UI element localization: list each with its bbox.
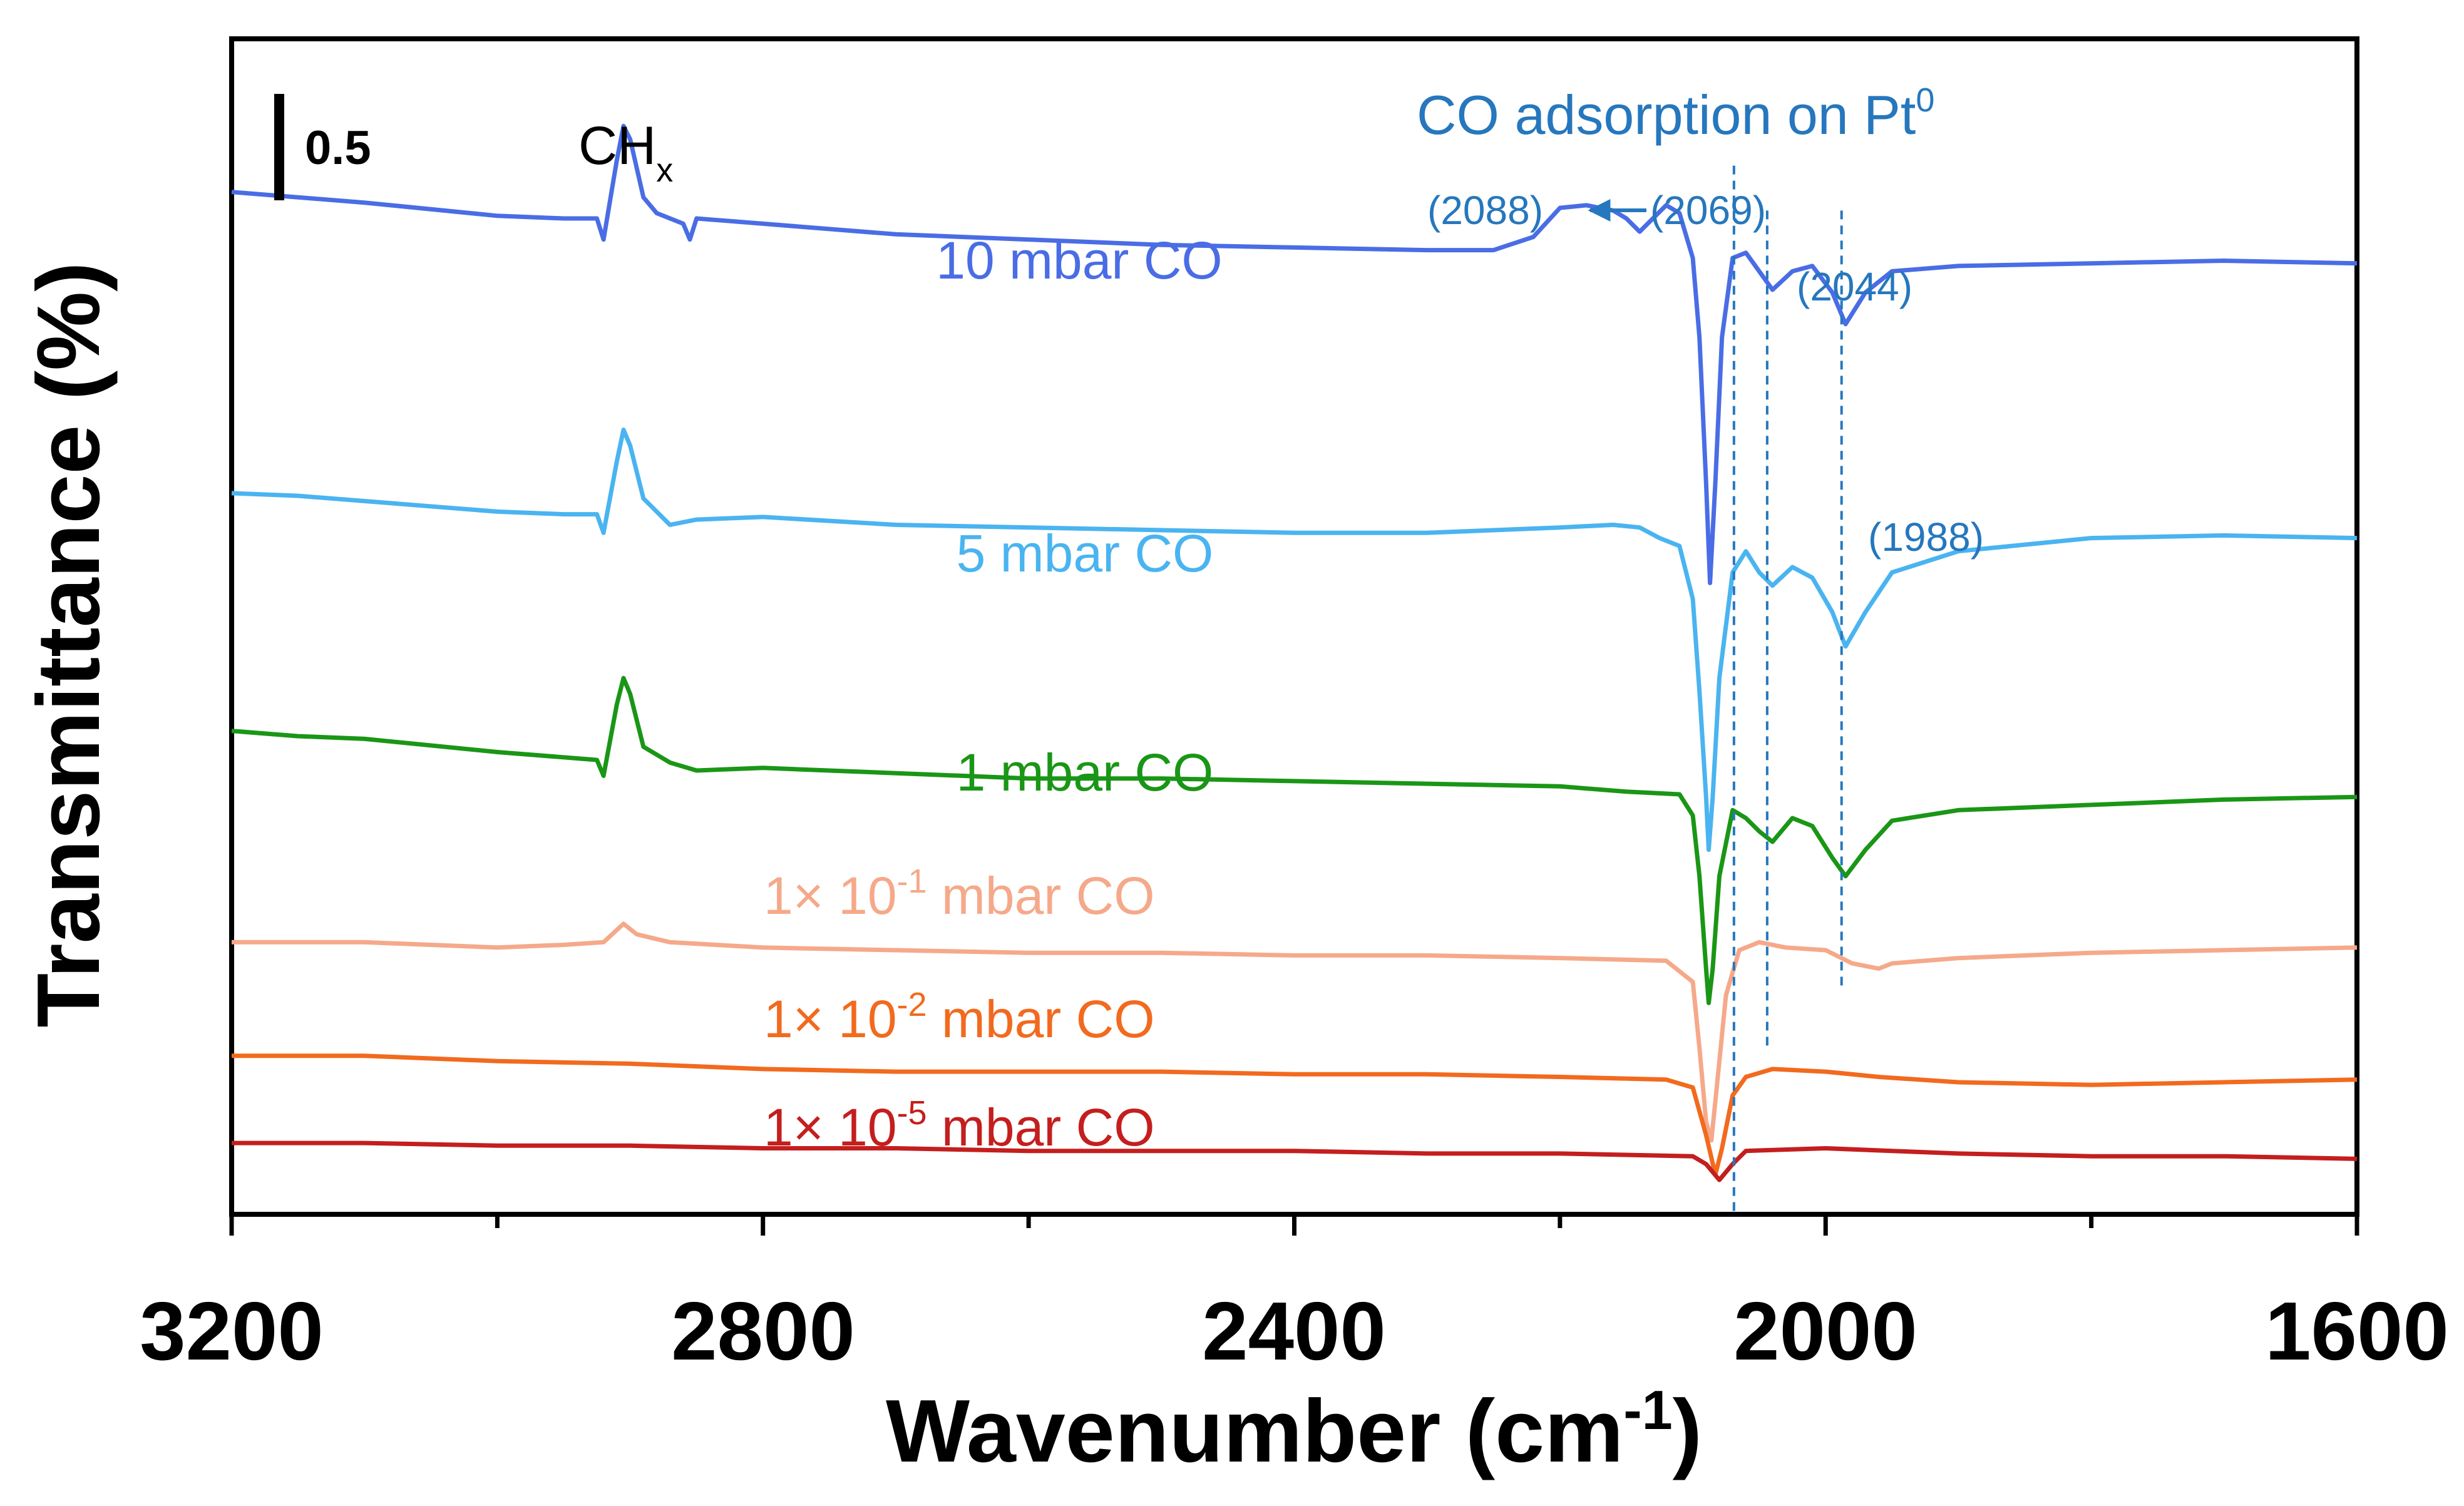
series-line-2 (231, 675, 2358, 1005)
series-label-10-mbar-prefix: 10 (936, 231, 994, 290)
series-line-5 (232, 1140, 2358, 1182)
series-label-1e-2-suffix: mbar CO (927, 990, 1155, 1048)
series-label-1e-1-suffix: mbar CO (927, 866, 1155, 925)
x-tick-label-3200: 3200 (140, 1285, 324, 1377)
peak-label-2044: (2044) (1797, 264, 1912, 309)
chx-label: CHx (578, 116, 673, 189)
series-label-10-mbar-suffix: mbar CO (995, 231, 1223, 290)
series-label-1e-1-mbar: 1× 10-1 mbar CO (764, 863, 1155, 925)
series-label-1e-2-prefix: 1× 10 (764, 990, 897, 1048)
chx-label-main: CH (578, 116, 656, 176)
x-tick-label-1600: 1600 (2265, 1285, 2449, 1377)
y-axis-title: Transmittance (%) (19, 262, 118, 1027)
series-line-4 (232, 1053, 2358, 1177)
plot-frame (229, 36, 2359, 1217)
series-label-1e-5-suffix: mbar CO (927, 1098, 1155, 1157)
peak-label-1988: (1988) (1868, 515, 1984, 560)
series-line-3 (232, 921, 2358, 1143)
x-tick-label-2000: 2000 (1733, 1285, 1917, 1377)
series-label-1e-1-prefix: 1× 10 (764, 866, 897, 925)
x-tick-label-2400: 2400 (1202, 1285, 1386, 1377)
x-tick-label-2800: 2800 (671, 1285, 855, 1377)
x-axis-title: Wavenumber (cm-1) (886, 1379, 1702, 1481)
series-group (231, 123, 2358, 1182)
peak-label-2069: (2069) (1650, 188, 1766, 233)
series-label-5-mbar-suffix: mbar CO (985, 524, 1213, 583)
co-adsorption-header: CO adsorption on Pt0 (1417, 81, 1934, 146)
series-label-1e-1-sup: -1 (897, 863, 927, 900)
x-axis-title-sup: -1 (1623, 1379, 1672, 1441)
peak-label-2088: (2088) (1427, 188, 1543, 233)
series-label-5-mbar-prefix: 5 (957, 524, 986, 583)
x-axis-title-close: ) (1673, 1381, 1702, 1481)
series-label-10-mbar: 10 mbar CO (936, 231, 1223, 290)
series-label-5-mbar: 5 mbar CO (957, 524, 1214, 583)
series-label-1e-5-prefix: 1× 10 (764, 1098, 897, 1157)
series-label-1e-5-mbar: 1× 10-5 mbar CO (764, 1094, 1155, 1157)
x-tick-labels: 3200 2800 2400 2000 1600 (140, 1285, 2449, 1377)
co-adsorption-header-main: CO adsorption on Pt (1417, 84, 1916, 146)
co-adsorption-header-sup: 0 (1916, 81, 1934, 119)
series-label-1-mbar-prefix: 1 (957, 743, 986, 802)
chx-label-sub: x (656, 151, 673, 189)
ticks-group (229, 1214, 2359, 1236)
series-label-1-mbar-suffix: mbar CO (985, 743, 1213, 802)
series-label-1e-2-mbar: 1× 10-2 mbar CO (764, 986, 1155, 1048)
series-line-1 (231, 428, 2358, 853)
guides-group (1732, 165, 1843, 1214)
series-label-1e-2-sup: -2 (897, 986, 927, 1023)
series-label-1e-5-sup: -5 (897, 1094, 927, 1132)
x-axis-title-main: Wavenumber (cm (886, 1381, 1623, 1481)
series-label-1-mbar: 1 mbar CO (957, 743, 1214, 802)
scale-bar-label: 0.5 (305, 121, 371, 175)
